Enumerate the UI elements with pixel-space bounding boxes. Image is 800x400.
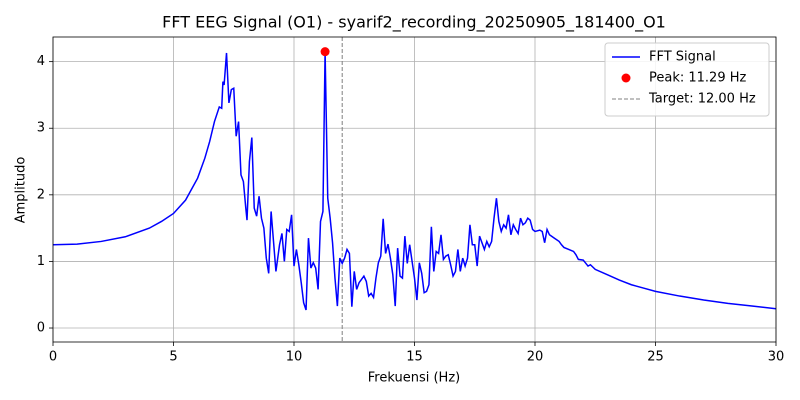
x-tick-label: 0: [49, 350, 57, 365]
x-tick-label: 25: [647, 350, 664, 365]
data-line: [52, 51, 777, 311]
x-tick-label: 15: [406, 350, 423, 365]
x-axis-label: Frekuensi (Hz): [368, 371, 460, 386]
y-tick-label: 2: [37, 187, 45, 202]
x-tick-label: 30: [768, 350, 785, 365]
chart-title: FFT EEG Signal (O1) - syarif2_recording_…: [162, 13, 666, 33]
y-tick-label: 1: [37, 254, 45, 269]
x-tick-label: 10: [286, 350, 303, 365]
plot-frame: [52, 36, 777, 343]
y-tick-label: 4: [37, 54, 45, 69]
y-axis-label: Amplitudo: [14, 157, 29, 224]
legend-label: Target: 12.00 Hz: [648, 92, 756, 107]
y-tick-label: 3: [37, 121, 45, 136]
x-tick-label: 5: [169, 350, 177, 365]
legend-label: Peak: 11.29 Hz: [649, 71, 747, 86]
legend-swatch: [621, 73, 631, 83]
peak-marker: [320, 47, 330, 57]
x-tick-label: 20: [527, 350, 544, 365]
legend-label: FFT Signal: [649, 50, 716, 65]
legend-box: [604, 42, 770, 117]
y-tick-label: 0: [37, 321, 45, 336]
